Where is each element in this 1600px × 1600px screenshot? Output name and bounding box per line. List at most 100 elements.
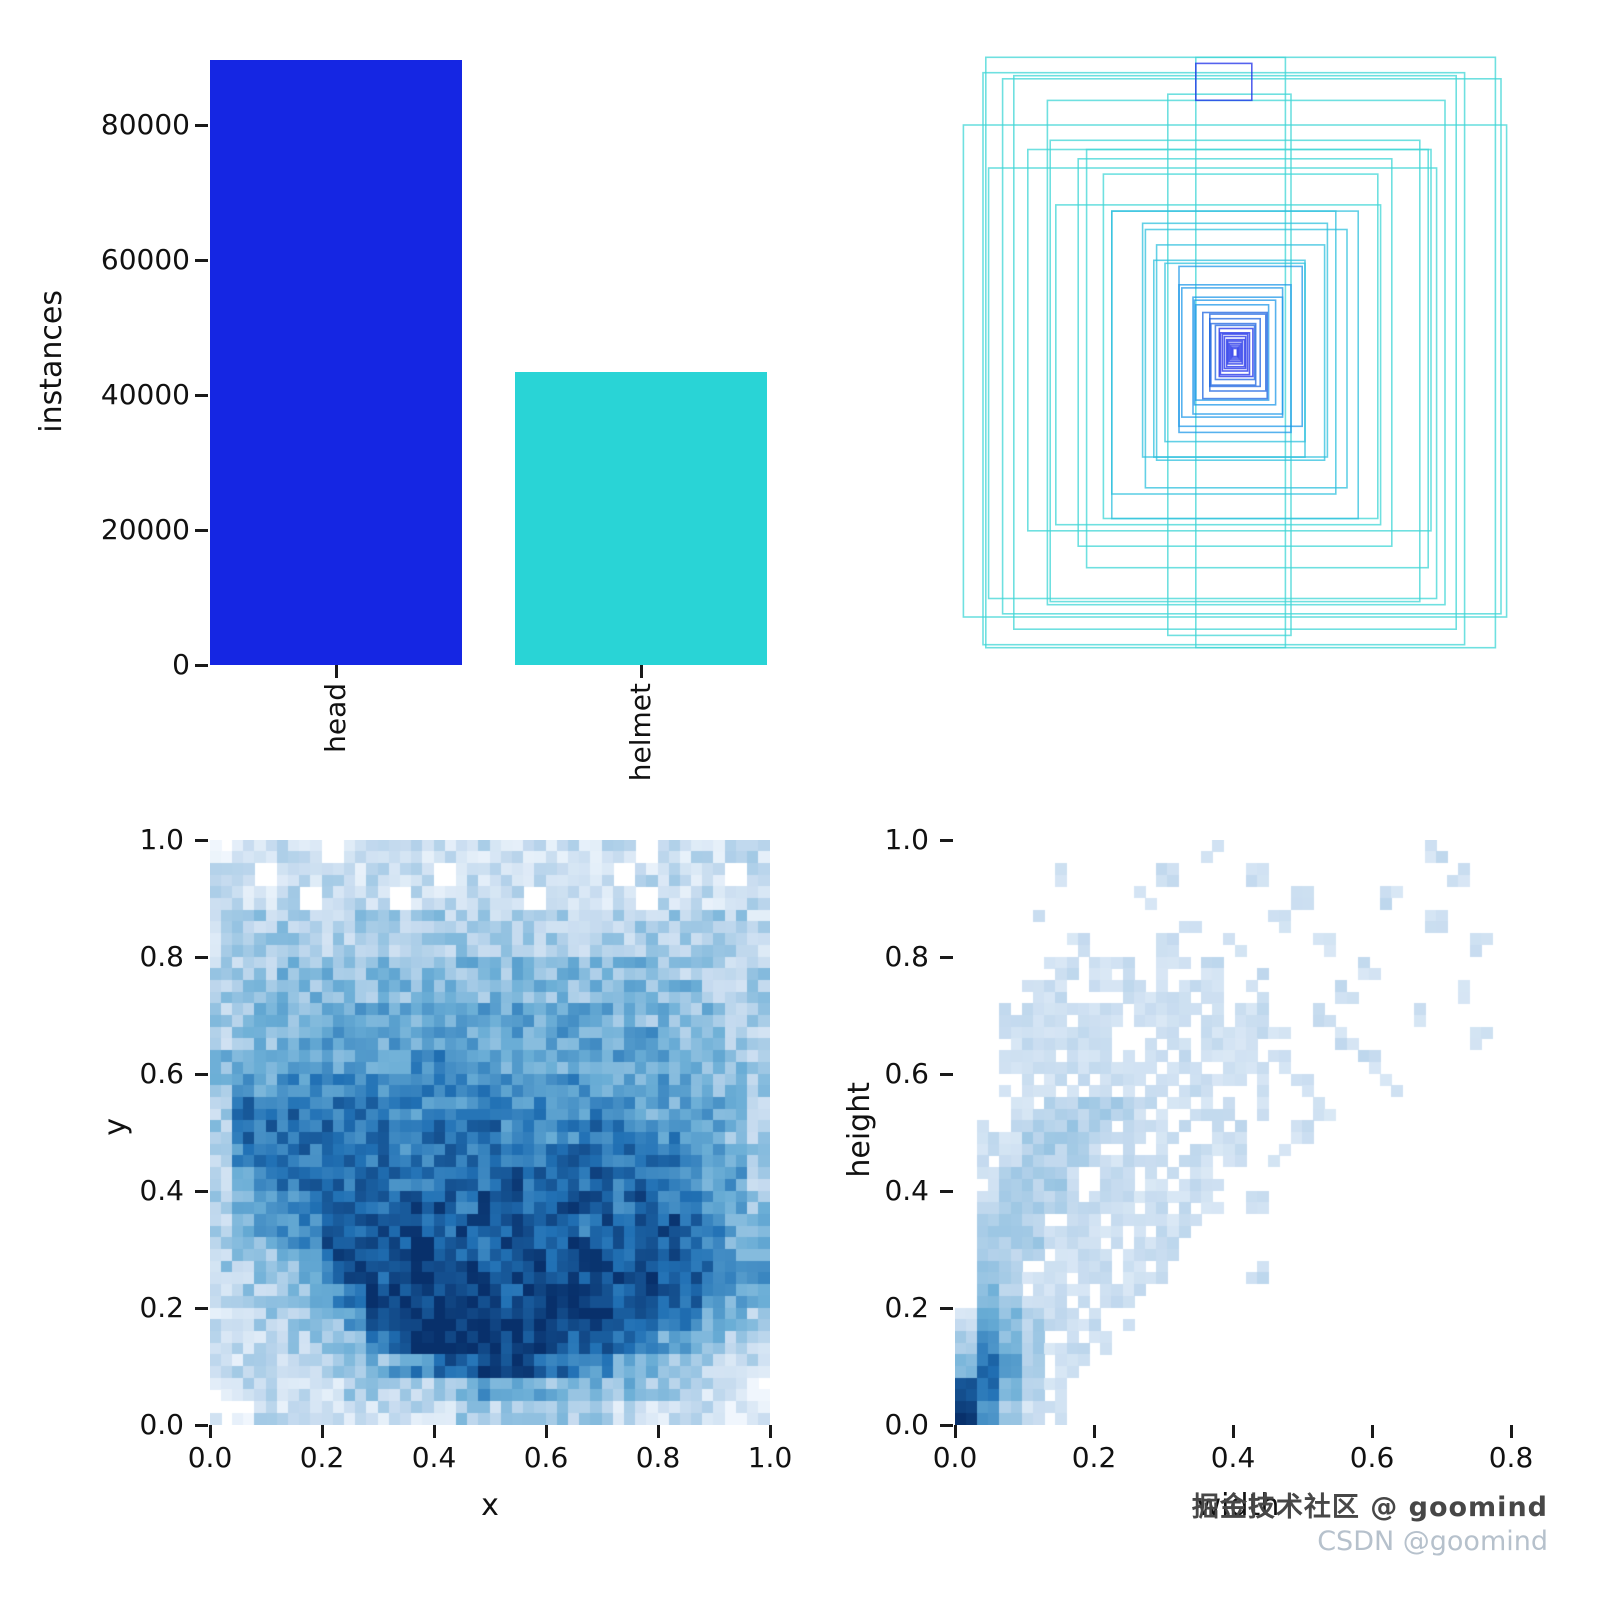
- bounding-box: [1164, 262, 1306, 443]
- bar-ytick-mark: [195, 258, 208, 262]
- bar-xtick-mark: [334, 665, 338, 678]
- xtick-mark: [1092, 1425, 1096, 1438]
- bar-ytick-mark: [195, 663, 208, 667]
- ytick-label: 0.0: [884, 1408, 929, 1441]
- xtick-label: 0.8: [635, 1441, 681, 1474]
- bounding-box: [1209, 317, 1262, 388]
- bounding-box: [1192, 296, 1284, 415]
- ytick-mark: [940, 1072, 953, 1076]
- bounding-box: [1228, 342, 1242, 363]
- bounding-box: [1111, 210, 1359, 520]
- bounding-box: [1226, 340, 1244, 365]
- bounding-boxes-plot: [962, 56, 1508, 649]
- ytick-mark: [940, 1306, 953, 1310]
- ytick-mark: [940, 1423, 953, 1427]
- ytick-label: 0.4: [884, 1174, 929, 1207]
- xtick-label: 0.0: [932, 1441, 978, 1474]
- wh-y-axis-label: height: [842, 1082, 877, 1178]
- bar-head: [210, 60, 462, 665]
- xtick-label: 0.6: [523, 1441, 569, 1474]
- xtick-label: 0.4: [1210, 1441, 1256, 1474]
- bar-ytick-label: 40000: [100, 378, 190, 411]
- ytick-mark: [940, 838, 953, 842]
- xtick-mark: [432, 1425, 436, 1438]
- bounding-box: [1049, 139, 1421, 603]
- xy-heatmap: [210, 840, 770, 1425]
- bounding-box: [1195, 303, 1270, 401]
- bar-ytick-label: 80000: [100, 108, 190, 141]
- bar-ytick-label: 60000: [100, 243, 190, 276]
- bounding-box: [982, 71, 1466, 646]
- ytick-mark: [195, 838, 208, 842]
- watermark-line2: CSDN @goomind: [1317, 1526, 1548, 1557]
- ytick-mark: [940, 955, 953, 959]
- xtick-label: 0.6: [1349, 1441, 1395, 1474]
- ytick-label: 0.2: [139, 1291, 184, 1324]
- bar-ytick-label: 20000: [100, 513, 190, 546]
- wh-heatmap: [955, 840, 1515, 1425]
- bar-ytick-mark: [195, 393, 208, 397]
- wh-x-axis-label: width: [1196, 1488, 1280, 1523]
- ytick-mark: [195, 1189, 208, 1193]
- bounding-box: [987, 167, 1438, 600]
- ytick-label: 0.0: [139, 1408, 184, 1441]
- bar-xtick-label: helmet: [624, 683, 657, 782]
- bounding-box: [1202, 311, 1269, 400]
- bounding-box: [1193, 299, 1277, 406]
- bar-helmet: [515, 372, 767, 665]
- watermark-line1: 掘金技术社区 @ goomind: [1191, 1492, 1548, 1523]
- ytick-label: 0.2: [884, 1291, 929, 1324]
- ytick-mark: [195, 955, 208, 959]
- bounding-box: [1223, 335, 1247, 370]
- ytick-mark: [195, 1072, 208, 1076]
- bounding-box: [1231, 347, 1239, 358]
- bounding-box: [1167, 93, 1292, 637]
- bounding-box: [1230, 346, 1240, 359]
- xtick-label: 0.2: [299, 1441, 345, 1474]
- xtick-label: 0.8: [1488, 1441, 1534, 1474]
- bar-xtick-label: head: [319, 683, 352, 753]
- bar-xtick-mark: [639, 665, 643, 678]
- bounding-box: [1218, 327, 1254, 378]
- bounding-box: [1214, 324, 1256, 381]
- xtick-label: 0.0: [187, 1441, 233, 1474]
- ytick-label: 0.8: [139, 940, 184, 973]
- ytick-label: 0.6: [884, 1057, 929, 1090]
- bounding-box: [1155, 244, 1326, 461]
- xy-x-axis-label: x: [481, 1488, 499, 1523]
- bounding-box: [1144, 228, 1348, 489]
- bounding-box: [1111, 210, 1337, 495]
- xtick-mark: [1231, 1425, 1235, 1438]
- bounding-box: [962, 124, 1508, 618]
- bar-ytick-mark: [195, 528, 208, 532]
- xtick-mark: [320, 1425, 324, 1438]
- ytick-label: 0.6: [139, 1057, 184, 1090]
- xtick-label: 1.0: [747, 1441, 793, 1474]
- xtick-mark: [656, 1425, 660, 1438]
- bounding-box: [1229, 344, 1241, 361]
- ytick-mark: [195, 1423, 208, 1427]
- bounding-box: [1210, 322, 1257, 386]
- ytick-label: 0.4: [139, 1174, 184, 1207]
- bounding-box: [1225, 338, 1246, 368]
- xtick-mark: [953, 1425, 957, 1438]
- xtick-mark: [768, 1425, 772, 1438]
- bar-ytick-label: 0: [172, 648, 190, 681]
- bounding-box: [1055, 204, 1382, 526]
- bounding-box: [1221, 333, 1249, 372]
- watermark: 掘金技术社区 @ goomind CSDN @goomind: [1192, 1492, 1548, 1558]
- xtick-mark: [1509, 1425, 1513, 1438]
- xtick-mark: [544, 1425, 548, 1438]
- ytick-mark: [940, 1189, 953, 1193]
- ytick-label: 1.0: [884, 823, 929, 856]
- bounding-box: [1178, 284, 1292, 434]
- bar-ytick-mark: [195, 123, 208, 127]
- xtick-label: 0.4: [411, 1441, 457, 1474]
- bounding-box: [1085, 148, 1430, 569]
- bar-plot-area: [210, 55, 770, 665]
- xy-y-axis-label: y: [98, 1118, 133, 1136]
- bounding-box: [1012, 74, 1457, 631]
- bounding-box: [1219, 331, 1251, 376]
- xtick-mark: [1370, 1425, 1374, 1438]
- bounding-box: [1195, 62, 1253, 102]
